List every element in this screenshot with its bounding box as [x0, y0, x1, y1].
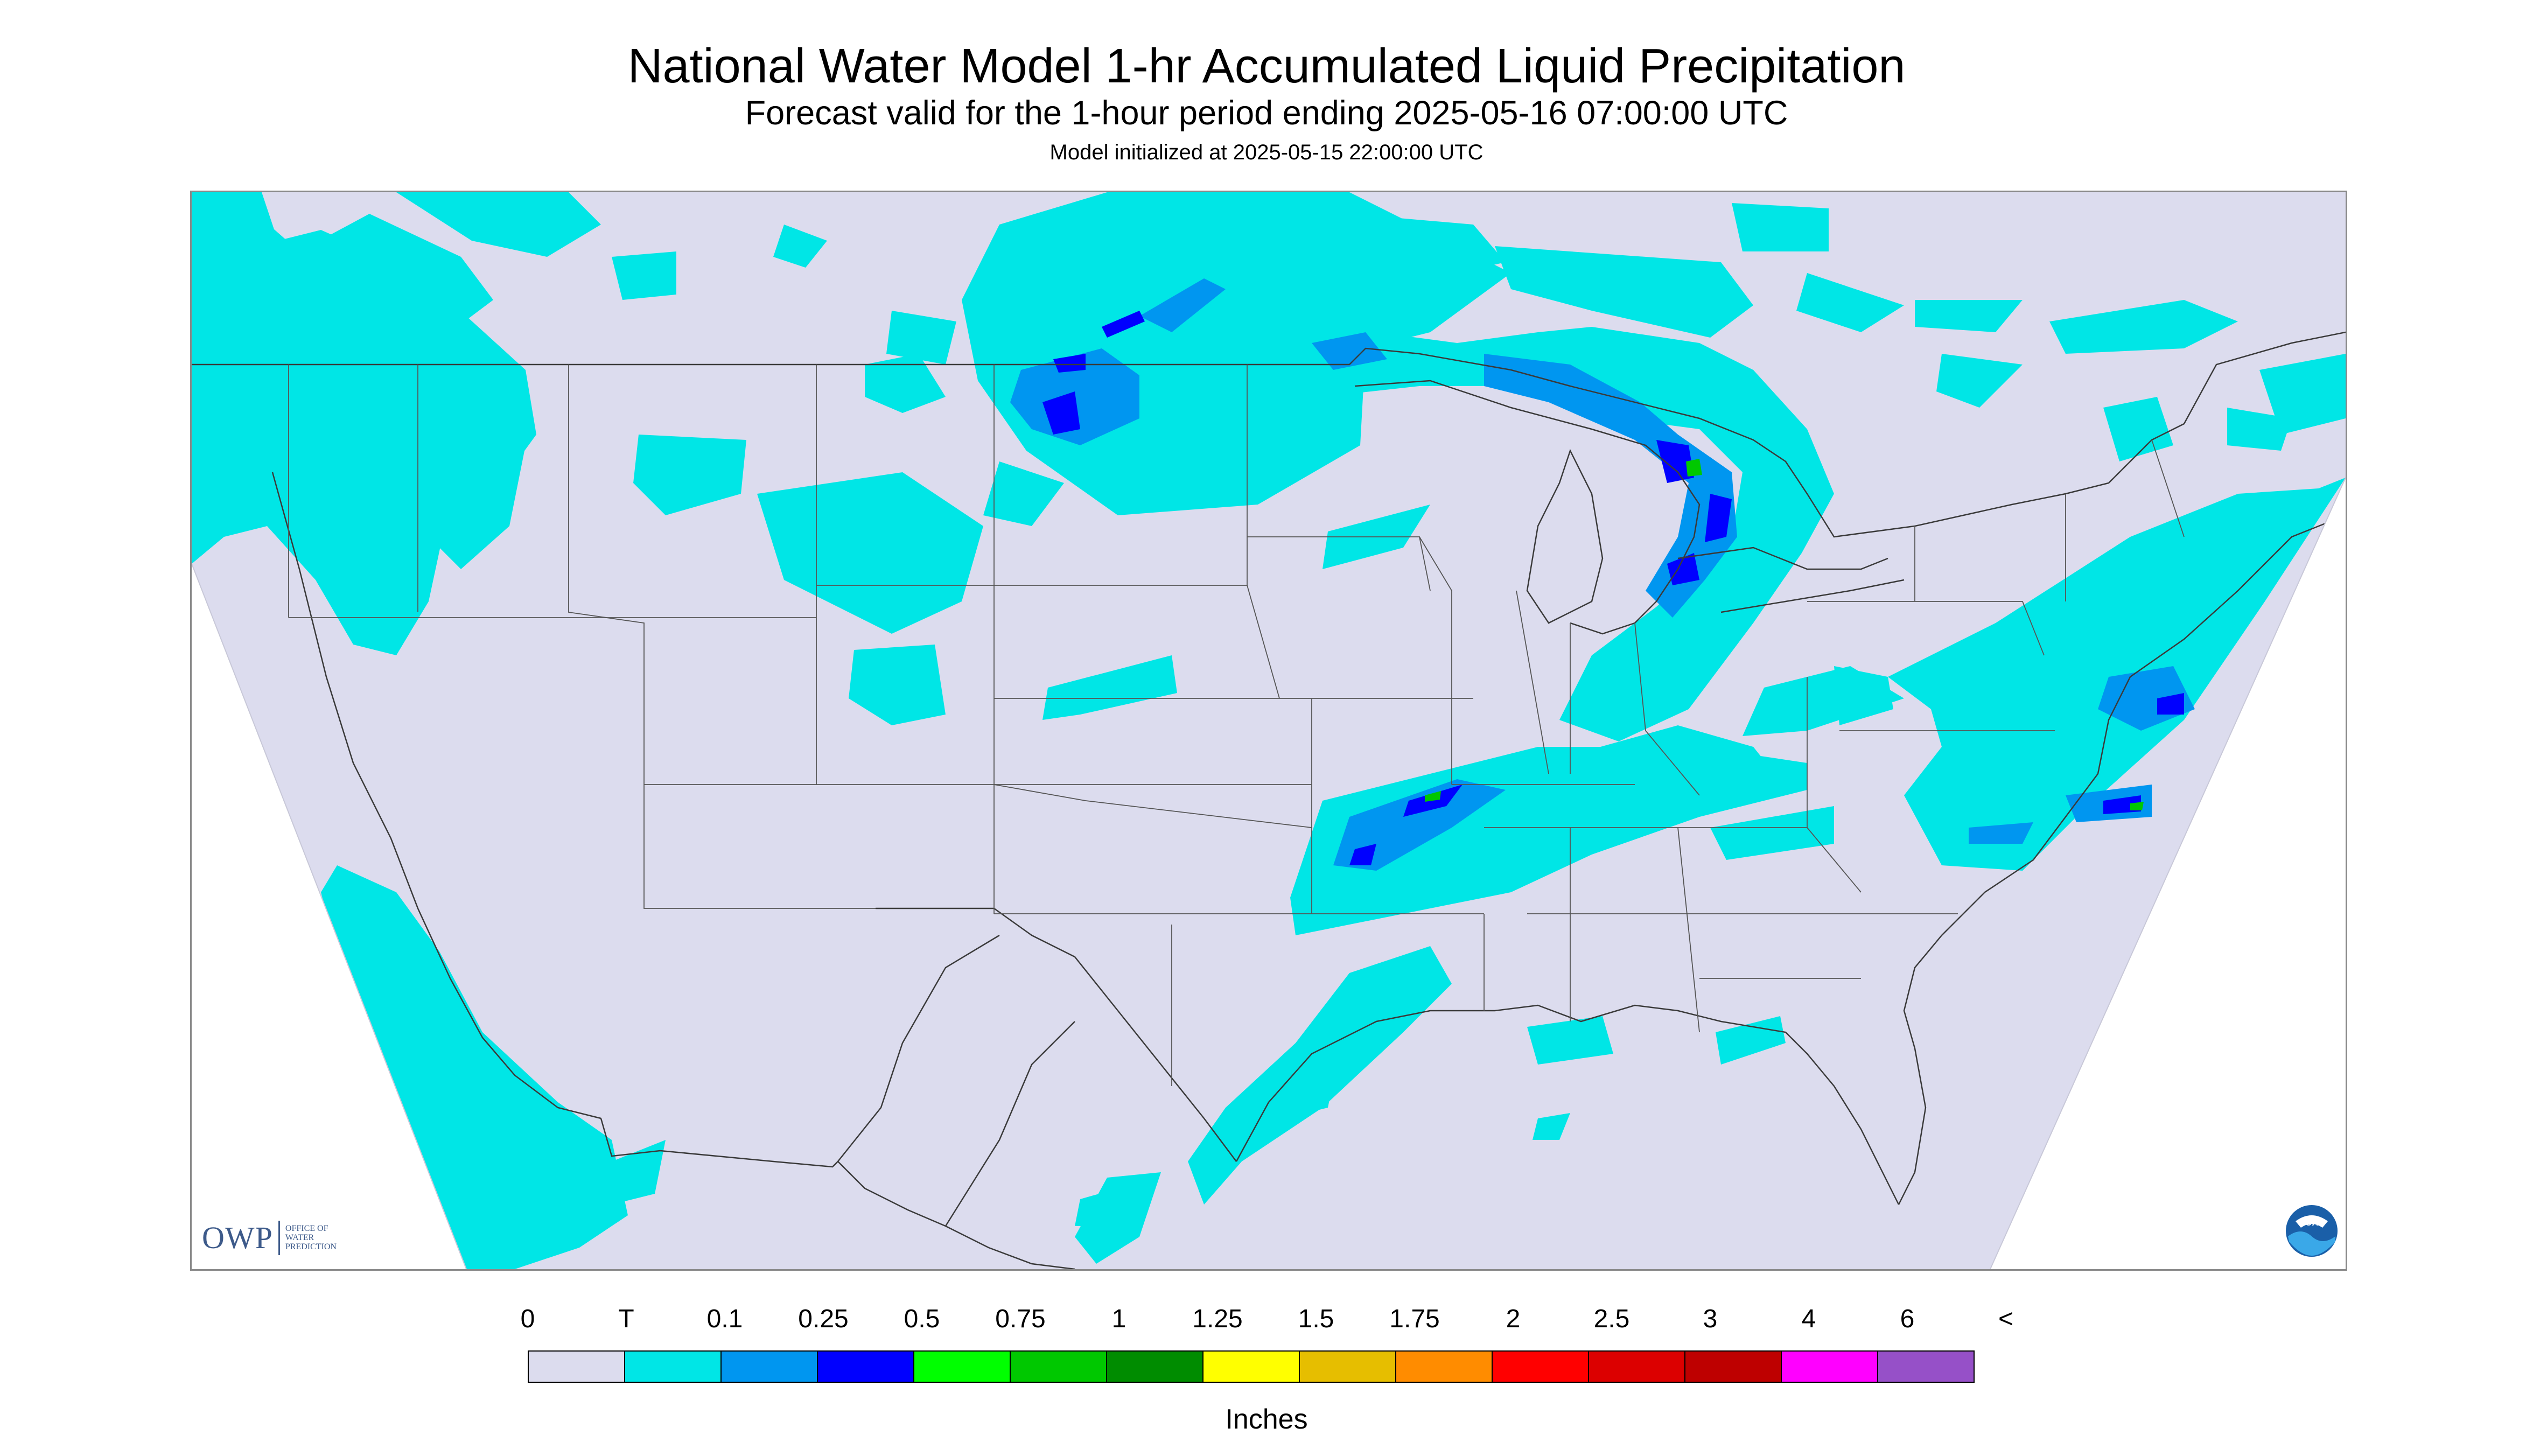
legend-tick-label: 1.5 [1298, 1305, 1334, 1333]
legend-swatch [817, 1350, 914, 1383]
legend-swatch [720, 1350, 818, 1383]
legend-swatch [1588, 1350, 1685, 1383]
boundary-lines [192, 331, 2346, 1269]
legend-swatch [1684, 1350, 1782, 1383]
owp-logo: OWP OFFICE OF WATER PREDICTION [202, 1220, 372, 1256]
forecast-valid-subtitle: Forecast valid for the 1-hour period end… [745, 94, 1788, 132]
legend-swatch [1106, 1350, 1203, 1383]
legend-tick-label: 0.1 [706, 1305, 743, 1333]
legend-tick-label: 1.75 [1389, 1305, 1440, 1333]
legend-tick-label: T [618, 1305, 634, 1333]
legend-swatch [1781, 1350, 1878, 1383]
map-title: National Water Model 1-hr Accumulated Li… [627, 39, 1906, 93]
legend-swatch [913, 1350, 1011, 1383]
legend-swatch [1877, 1350, 1975, 1383]
legend-units: Inches [1225, 1404, 1308, 1435]
owp-logo-text: OFFICE OF WATER PREDICTION [285, 1224, 337, 1251]
state-lines [288, 365, 2185, 1086]
legend-tick-label: 0.5 [904, 1305, 940, 1333]
legend-swatch [1010, 1350, 1107, 1383]
legend-color-bar [528, 1350, 1975, 1383]
legend-swatch [624, 1350, 722, 1383]
model-init-time: Model initialized at 2025-05-15 22:00:00… [1049, 141, 1484, 164]
legend-tick-label: 2 [1506, 1305, 1521, 1333]
legend-tick-label: 3 [1703, 1305, 1718, 1333]
noaa-logo-icon: NOAA [2286, 1205, 2338, 1257]
precip-light [192, 192, 2346, 1269]
legend-swatch [1202, 1350, 1300, 1383]
legend-tick-label: 2.5 [1593, 1305, 1630, 1333]
legend-tick-label: 6 [1900, 1305, 1915, 1333]
precip-very-heavy [1425, 459, 2144, 810]
legend-swatch [1492, 1350, 1589, 1383]
precip-heavy [1042, 311, 2184, 865]
owp-logo-mark: OWP [202, 1220, 273, 1255]
noaa-logo-text: NOAA [2299, 1219, 2325, 1228]
legend-swatch [528, 1350, 625, 1383]
legend-tick-label: 1.25 [1192, 1305, 1243, 1333]
legend-tick-label: 4 [1801, 1305, 1816, 1333]
legend-tick-label: 1 [1111, 1305, 1126, 1333]
precipitation-map [190, 191, 2347, 1271]
legend-tick-label: 0.75 [995, 1305, 1046, 1333]
legend-tick-label: 0.25 [798, 1305, 849, 1333]
legend-tick-label: < [1998, 1305, 2014, 1333]
legend-swatch [1299, 1350, 1396, 1383]
legend-tick-label: 0 [520, 1305, 535, 1333]
legend-swatch [1395, 1350, 1493, 1383]
owp-logo-divider [278, 1220, 280, 1255]
legend-tick-labels: 0 T 0.1 0.25 0.5 0.75 1 1.25 1.5 1.75 2 2.5 3 4 6 < [0, 1303, 2533, 1341]
